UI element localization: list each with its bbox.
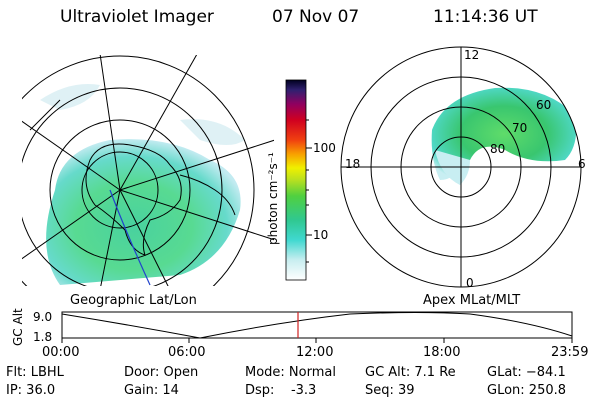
lat-label-70: 70 (512, 121, 528, 135)
status-gain: Gain: 14 (124, 383, 179, 398)
altitude-ytick-low: 1.8 (33, 330, 53, 344)
status-glon: GLon: 250.8 (487, 383, 567, 398)
altitude-ytick-high: 9.0 (33, 310, 53, 324)
time-label: 11:14:36 UT (433, 7, 538, 27)
colorbar-unit-label: photon cm⁻²s⁻¹ (266, 152, 280, 245)
time-tick-0600: 06:00 (168, 345, 206, 360)
time-tick-2359: 23:59 (551, 345, 589, 360)
status-dsp: Dsp: -3.3 (245, 383, 317, 398)
colorbar-ticks (306, 119, 312, 263)
colorbar (285, 79, 307, 281)
status-door: Door: Open (124, 365, 199, 380)
mlt-label-6: 6 (578, 157, 586, 171)
date-label: 07 Nov 07 (272, 7, 360, 27)
geographic-panel-label: Geographic Lat/Lon (70, 293, 197, 308)
status-seq: Seq: 39 (365, 383, 415, 398)
mlt-label-18: 18 (345, 157, 361, 171)
colorbar-tick-10: 10 (313, 228, 329, 242)
colorbar-tick-100: 100 (313, 141, 336, 155)
lat-label-60: 60 (536, 98, 552, 112)
lat-label-80: 80 (490, 142, 506, 156)
status-gc-alt: GC Alt: 7.1 Re (365, 365, 456, 380)
status-filter: Flt: LBHL (6, 365, 64, 380)
status-glat: GLat: −84.1 (487, 365, 566, 380)
status-mode: Mode: Normal (245, 365, 336, 380)
apex-polar-plot (340, 46, 582, 288)
mlt-label-0: 0 (466, 276, 474, 290)
apex-panel-label: Apex MLat/MLT (423, 293, 521, 308)
orbit-track (109, 189, 151, 286)
mlt-label-12: 12 (464, 48, 480, 62)
time-tick-1800: 18:00 (423, 345, 461, 360)
time-tick-0000: 00:00 (42, 345, 80, 360)
instrument-title: Ultraviolet Imager (60, 7, 214, 27)
altitude-ylabel: GC Alt (11, 308, 25, 346)
time-tick-1200: 12:00 (296, 345, 334, 360)
geographic-map (22, 55, 274, 286)
altitude-plot (61, 311, 573, 343)
status-ip: IP: 36.0 (6, 383, 56, 398)
